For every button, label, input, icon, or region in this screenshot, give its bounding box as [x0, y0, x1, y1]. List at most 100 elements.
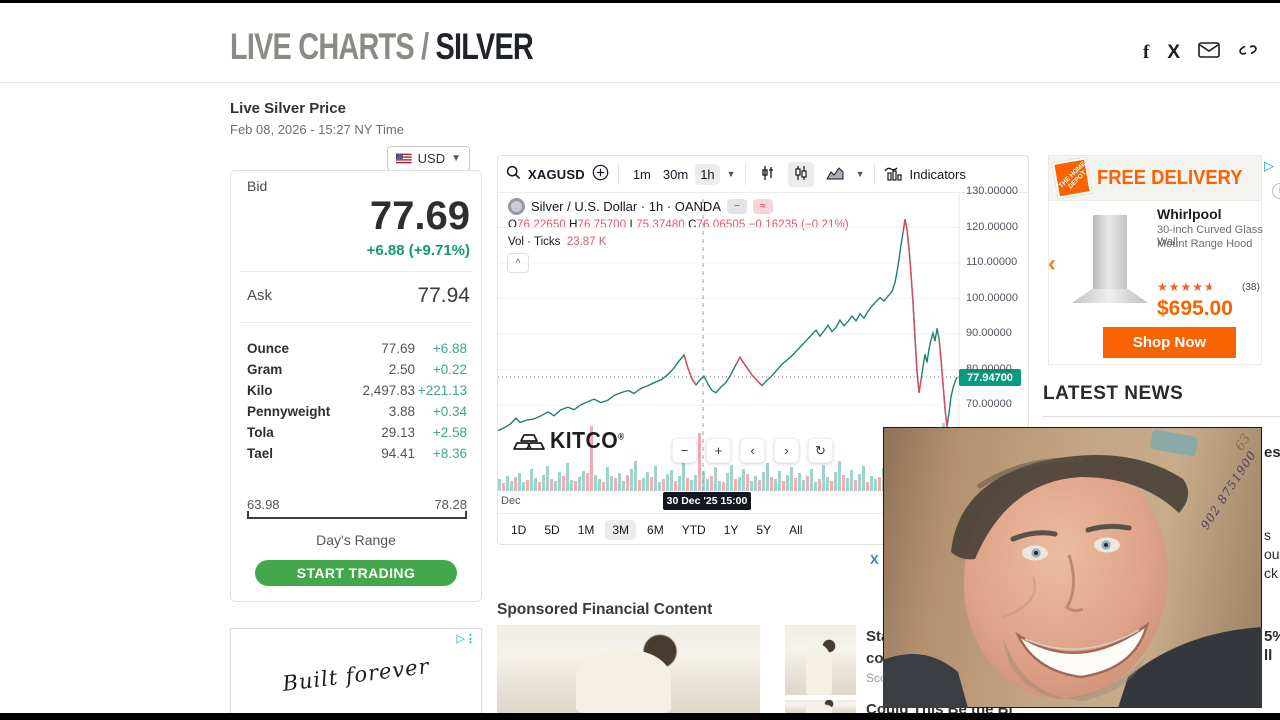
chart-legend: Silver / U.S. Dollar · 1h · OANDA − ≈ [508, 198, 773, 215]
live-price-heading: Live Silver Price [230, 100, 346, 117]
unit-label: Tael [247, 446, 274, 461]
range-button-5Y[interactable]: 5Y [756, 522, 772, 537]
axis-tick-label: 90.00000 [966, 327, 1012, 340]
news-headline-fragment[interactable]: ck [1264, 565, 1278, 581]
page-title: LIVE CHARTS / SILVER [230, 26, 534, 68]
unit-value: 29.13 [381, 425, 415, 440]
date-range-buttons: 1D 5D 1M 3M 6M YTD 1Y 5Y All [504, 515, 809, 544]
page-title-current: SILVER [435, 26, 534, 67]
instrument-logo-icon [508, 198, 525, 215]
x-twitter-icon[interactable]: X [1167, 41, 1180, 63]
news-headline-fragment[interactable]: out [1264, 546, 1280, 562]
interval-chevron-icon[interactable]: ▼ [726, 169, 736, 179]
unit-label: Pennyweight [247, 404, 331, 419]
sponsored-source-fragment: Sco [866, 671, 887, 685]
zoom-in-button[interactable]: + [706, 438, 731, 463]
ad-banner-text: FREE DELIVERY [1096, 166, 1243, 189]
sponsored-image-large[interactable] [497, 625, 760, 713]
range-button-5D[interactable]: 5D [544, 522, 560, 537]
sponsored-close-icon[interactable]: X [870, 552, 879, 567]
rating-stars: ★★★★★ [1157, 280, 1216, 294]
news-divider [1043, 416, 1280, 417]
indicators-icon[interactable] [883, 165, 903, 184]
ohlc-key: O [508, 219, 518, 231]
breadcrumb[interactable]: LIVE CHARTS / [230, 26, 436, 67]
bid-value: 77.69 [369, 194, 470, 238]
symbol-search-icon[interactable] [506, 165, 521, 183]
table-row: Tael 94.41 +8.36 [247, 443, 467, 464]
crosshair-date-tooltip: 30 Dec '25 15:00 [663, 492, 751, 510]
ohlc-key: H [569, 219, 578, 231]
current-price-flag: 77.94700 [959, 369, 1021, 386]
range-button-1D[interactable]: 1D [511, 522, 527, 537]
product-description: 30-inch Curved Glass Wall [1157, 224, 1263, 248]
price-chart-plot[interactable] [498, 193, 1029, 491]
unit-label: Kilo [247, 383, 273, 398]
range-button-3M[interactable]: 3M [605, 519, 637, 540]
bar-change-icon[interactable] [755, 162, 781, 187]
link-icon[interactable] [1238, 42, 1258, 63]
chart-nav-buttons: − + ‹ › ↻ [672, 438, 833, 463]
divider [240, 322, 472, 323]
range-button-6M[interactable]: 6M [647, 522, 664, 537]
compare-add-icon[interactable] [592, 164, 609, 184]
indicators-button[interactable]: Indicators [909, 166, 966, 182]
ad-prev-arrow[interactable]: ‹ [1048, 250, 1056, 277]
legend-collapse-pill[interactable]: − [727, 199, 747, 214]
scroll-left-button[interactable]: ‹ [740, 438, 765, 463]
price-card [230, 170, 482, 602]
adchoices-icon[interactable]: ▷ [456, 633, 465, 645]
candles-style-icon[interactable] [787, 161, 814, 187]
divider [240, 271, 472, 272]
legend-approx-pill[interactable]: ≈ [753, 199, 773, 214]
sponsored-thumbnail-1[interactable] [785, 625, 856, 695]
start-trading-button[interactable]: START TRADING [255, 560, 457, 586]
adchoices-icon[interactable]: ▷ [1264, 158, 1274, 173]
range-button-1M[interactable]: 1M [577, 522, 595, 537]
ad-info-icon[interactable]: i [1272, 183, 1280, 199]
axis-tick-label: 130.00000 [966, 185, 1018, 197]
symbol-name[interactable]: XAGUSD [528, 166, 585, 182]
interval-button-30m[interactable]: 30m [662, 166, 689, 182]
unit-label: Tola [247, 425, 274, 440]
range-button-All[interactable]: All [789, 522, 803, 537]
legend-title[interactable]: Silver / U.S. Dollar · 1h · OANDA [531, 199, 721, 214]
sponsored-heading: Sponsored Financial Content [497, 601, 713, 618]
news-headline-fragment[interactable]: ll [1264, 647, 1273, 664]
unit-value: 2.50 [388, 362, 415, 377]
product-image-range-hood[interactable] [1072, 215, 1148, 307]
latest-news-heading: LATEST NEWS [1043, 383, 1184, 404]
ohlc-key: L [629, 219, 637, 231]
sponsored-thumbnail-2[interactable] [785, 700, 856, 713]
webcam-overlay: 902 8751900 63 [883, 427, 1262, 708]
shop-now-button[interactable]: Shop Now [1103, 327, 1236, 358]
time-axis-label: Dec [501, 495, 521, 507]
ad-menu-icon[interactable]: ⋮ [465, 633, 476, 645]
chart-toolbar: XAGUSD 1m 30m 1h ▼ ▼ Indicators [498, 156, 1028, 193]
scroll-right-button[interactable]: › [774, 438, 799, 463]
range-button-YTD[interactable]: YTD [681, 522, 706, 537]
style-chevron-icon[interactable]: ▼ [855, 169, 865, 179]
range-button-1Y[interactable]: 1Y [723, 522, 739, 537]
interval-button-1m[interactable]: 1m [632, 166, 651, 182]
currency-select[interactable]: USD ▼ [387, 146, 470, 171]
us-flag-icon [396, 153, 412, 164]
ad-banner: THE HOME DEPOT FREE DELIVERY [1049, 156, 1261, 201]
ad-banner-built-forever[interactable]: ▷ ⋮ Built forever [230, 628, 482, 720]
facebook-icon[interactable]: f [1142, 41, 1150, 63]
zoom-out-button[interactable]: − [672, 438, 697, 463]
news-headline-fragment[interactable]: 5% [1264, 628, 1280, 645]
news-headline-fragment[interactable]: s [1264, 527, 1271, 543]
reset-view-button[interactable]: ↻ [808, 438, 833, 463]
product-brand[interactable]: Whirlpool [1157, 206, 1222, 222]
bid-label: Bid [247, 178, 268, 194]
ad-script-text: Built forever [281, 654, 431, 696]
news-headline-fragment[interactable]: es, [1264, 444, 1280, 461]
unit-change: +6.88 [432, 341, 467, 356]
email-icon[interactable] [1198, 42, 1220, 63]
area-chart-icon[interactable] [821, 163, 849, 186]
chevron-down-icon: ▼ [451, 153, 461, 164]
time-axis[interactable]: Dec 30 Dec '25 15:00 [498, 491, 1028, 514]
interval-button-1h[interactable]: 1h [695, 163, 720, 185]
